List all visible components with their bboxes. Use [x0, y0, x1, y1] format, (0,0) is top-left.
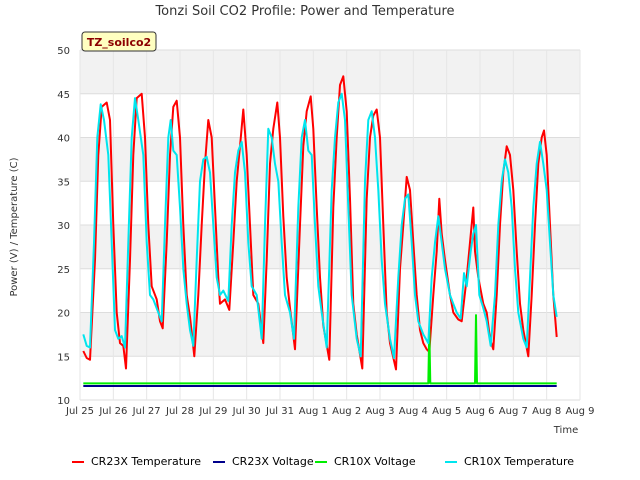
series-line-cr10x-temperature — [82, 92, 558, 359]
x-tick-label: Aug 2 — [332, 406, 361, 417]
y-tick-label: 40 — [57, 134, 70, 145]
x-tick-label: Jul 29 — [198, 406, 227, 417]
station-badge-box — [81, 31, 157, 52]
x-tick-label: Aug 4 — [399, 406, 428, 417]
x-tick-label: Aug 8 — [532, 406, 561, 417]
plot-band — [80, 93, 580, 138]
x-tick-label: Aug 6 — [465, 406, 494, 417]
x-tick-label: Jul 27 — [132, 406, 161, 417]
y-tick-label: 10 — [57, 396, 70, 407]
x-axis-label: Time — [553, 425, 578, 436]
station-badge-label: TZ_soilco2 — [87, 36, 151, 49]
x-tick-label: Aug 9 — [565, 406, 594, 417]
legend: CR23X Temperature CR23X Voltage CR10X Volt… — [72, 455, 574, 468]
legend-label: CR23X Temperature — [91, 455, 201, 468]
x-tick-label: Aug 5 — [432, 406, 461, 417]
plot-band — [80, 356, 580, 400]
y-tick-label: 50 — [57, 46, 70, 57]
y-tick-label: 30 — [57, 221, 70, 232]
y-axis-label: Power (V) / Temperature (C) — [9, 157, 20, 296]
x-axis-ticks: Jul 25 Jul 26 Jul 27 Jul 28 Jul 29 Jul 30 Jul … — [65, 406, 595, 417]
y-tick-label: 20 — [57, 309, 70, 320]
x-tick-label: Jul 25 — [65, 406, 94, 417]
plot-band — [80, 137, 580, 182]
y-tick-label: 35 — [57, 177, 70, 188]
legend-label: CR10X Temperature — [464, 455, 574, 468]
plot-band — [80, 50, 580, 94]
y-axis-ticks: 10 15 20 25 30 35 40 45 50 — [57, 46, 70, 407]
x-tick-label: Jul 26 — [98, 406, 127, 417]
legend-label: CR23X Voltage — [232, 455, 314, 468]
legend-label: CR10X Voltage — [334, 455, 416, 468]
series-layer — [82, 75, 558, 387]
x-tick-label: Jul 30 — [232, 406, 261, 417]
x-tick-label: Jul 31 — [265, 406, 294, 417]
x-tick-label: Aug 3 — [365, 406, 394, 417]
series-line-cr10x-voltage — [83, 314, 557, 385]
y-tick-label: 15 — [57, 352, 70, 363]
chart-title: Tonzi Soil CO2 Profile: Power and Temper… — [154, 4, 454, 19]
series-line-cr23x-temperature — [82, 75, 558, 371]
x-tick-label: Aug 7 — [499, 406, 528, 417]
y-tick-label: 25 — [57, 265, 70, 276]
y-tick-label: 45 — [57, 90, 70, 101]
x-tick-label: Aug 1 — [299, 406, 328, 417]
x-tick-label: Jul 28 — [165, 406, 194, 417]
station-badge: TZ_soilco2 — [81, 31, 157, 52]
